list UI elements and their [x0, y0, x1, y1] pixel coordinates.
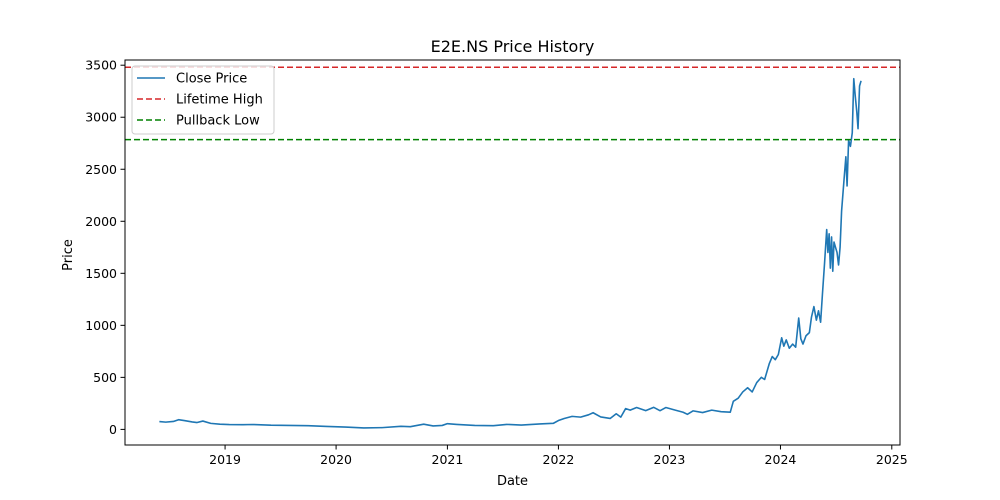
y-tick-label: 3500 — [85, 58, 117, 73]
legend-label: Lifetime High — [176, 93, 263, 108]
x-tick-label: 2024 — [765, 452, 797, 467]
legend-label: Pullback Low — [176, 114, 260, 129]
y-tick-label: 1000 — [85, 318, 117, 333]
x-tick-label: 2025 — [876, 452, 908, 467]
plot-frame — [124, 59, 901, 446]
y-axis: 0 500 1000 1500 2000 2500 3000 3500 — [85, 58, 125, 437]
x-tick-label: 2022 — [543, 452, 575, 467]
x-tick-label: 2019 — [209, 452, 241, 467]
chart-title: E2E.NS Price History — [431, 37, 595, 56]
x-axis: 2019 2020 2021 2022 2023 2024 2025 — [209, 445, 908, 467]
x-tick-label: 2023 — [654, 452, 686, 467]
x-tick-label: 2021 — [432, 452, 464, 467]
x-axis-title: Date — [497, 474, 528, 489]
legend: Close Price Lifetime High Pullback Low — [131, 65, 275, 135]
y-tick-label: 500 — [93, 370, 117, 385]
y-tick-label: 0 — [109, 422, 117, 437]
x-tick-label: 2020 — [320, 452, 352, 467]
legend-label: Close Price — [176, 72, 247, 87]
y-tick-label: 2500 — [85, 162, 117, 177]
y-axis-title: Price — [61, 239, 76, 271]
y-tick-label: 3000 — [85, 110, 117, 125]
y-tick-label: 2000 — [85, 214, 117, 229]
legend-box — [131, 65, 275, 135]
close-price-line — [159, 77, 862, 429]
y-tick-label: 1500 — [85, 266, 117, 281]
